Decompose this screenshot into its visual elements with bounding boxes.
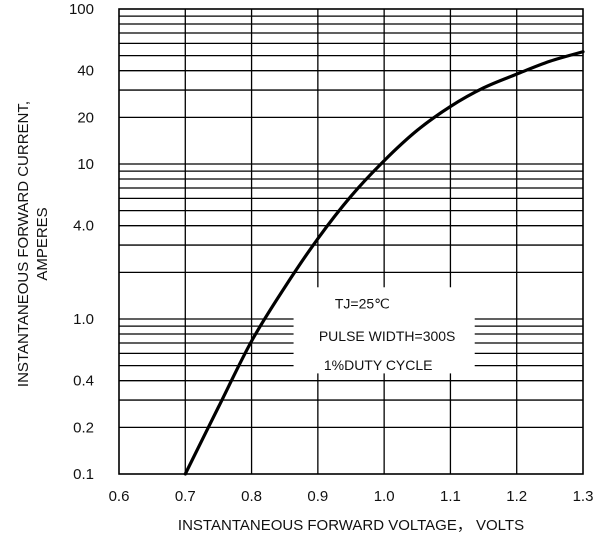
- y-tick-label: 0.2: [73, 419, 94, 436]
- y-tick-label: 40: [77, 63, 94, 80]
- forward-current-curve: [183, 50, 585, 476]
- x-tick-label: 0.7: [175, 488, 196, 505]
- annotation-line: TJ=25℃: [335, 295, 390, 311]
- x-tick-label: 1.1: [440, 488, 461, 505]
- x-tick-label: 0.8: [241, 488, 262, 505]
- annotation-line: 1%DUTY CYCLE: [324, 357, 433, 373]
- x-tick-label: 0.9: [307, 488, 328, 505]
- y-tick-label: 1.0: [73, 311, 94, 328]
- y-tick-label: 20: [77, 109, 94, 126]
- x-tick-label: 1.2: [506, 488, 527, 505]
- y-axis-title-line-2: AMPERES: [34, 207, 51, 280]
- x-tick-label: 1.3: [573, 488, 594, 505]
- tick-labels: 0.6 0.7 0.8 0.9 1.0 1.1 1.2 1.3 0.1 0.2 0.4 1.0 4.0 1…: [69, 1, 593, 505]
- plot-frame: [118, 8, 584, 475]
- axis-titles: INSTANTANEOUS FORWARD VOLTAGE， VOLTS INS…: [15, 101, 524, 534]
- data-series: [183, 50, 585, 476]
- plot-border: [118, 8, 584, 475]
- y-tick-label: 100: [69, 1, 94, 18]
- y-axis-title-line-1: INSTANTANEOUS FORWARD CURRENT,: [15, 101, 32, 387]
- annotation-line: PULSE WIDTH=300S: [319, 328, 456, 344]
- annotation-background: [293, 287, 475, 374]
- y-tick-label: 4.0: [73, 218, 94, 235]
- x-tick-label: 1.0: [374, 488, 395, 505]
- annotation-box: TJ=25℃ PULSE WIDTH=300S 1%DUTY CYCLE: [293, 287, 475, 374]
- y-tick-label: 10: [77, 156, 94, 173]
- y-tick-label: 0.4: [73, 373, 94, 390]
- grid: [119, 9, 583, 474]
- y-tick-label: 0.1: [73, 466, 94, 483]
- x-tick-label: 0.6: [109, 488, 130, 505]
- x-axis-title: INSTANTANEOUS FORWARD VOLTAGE， VOLTS: [178, 517, 524, 534]
